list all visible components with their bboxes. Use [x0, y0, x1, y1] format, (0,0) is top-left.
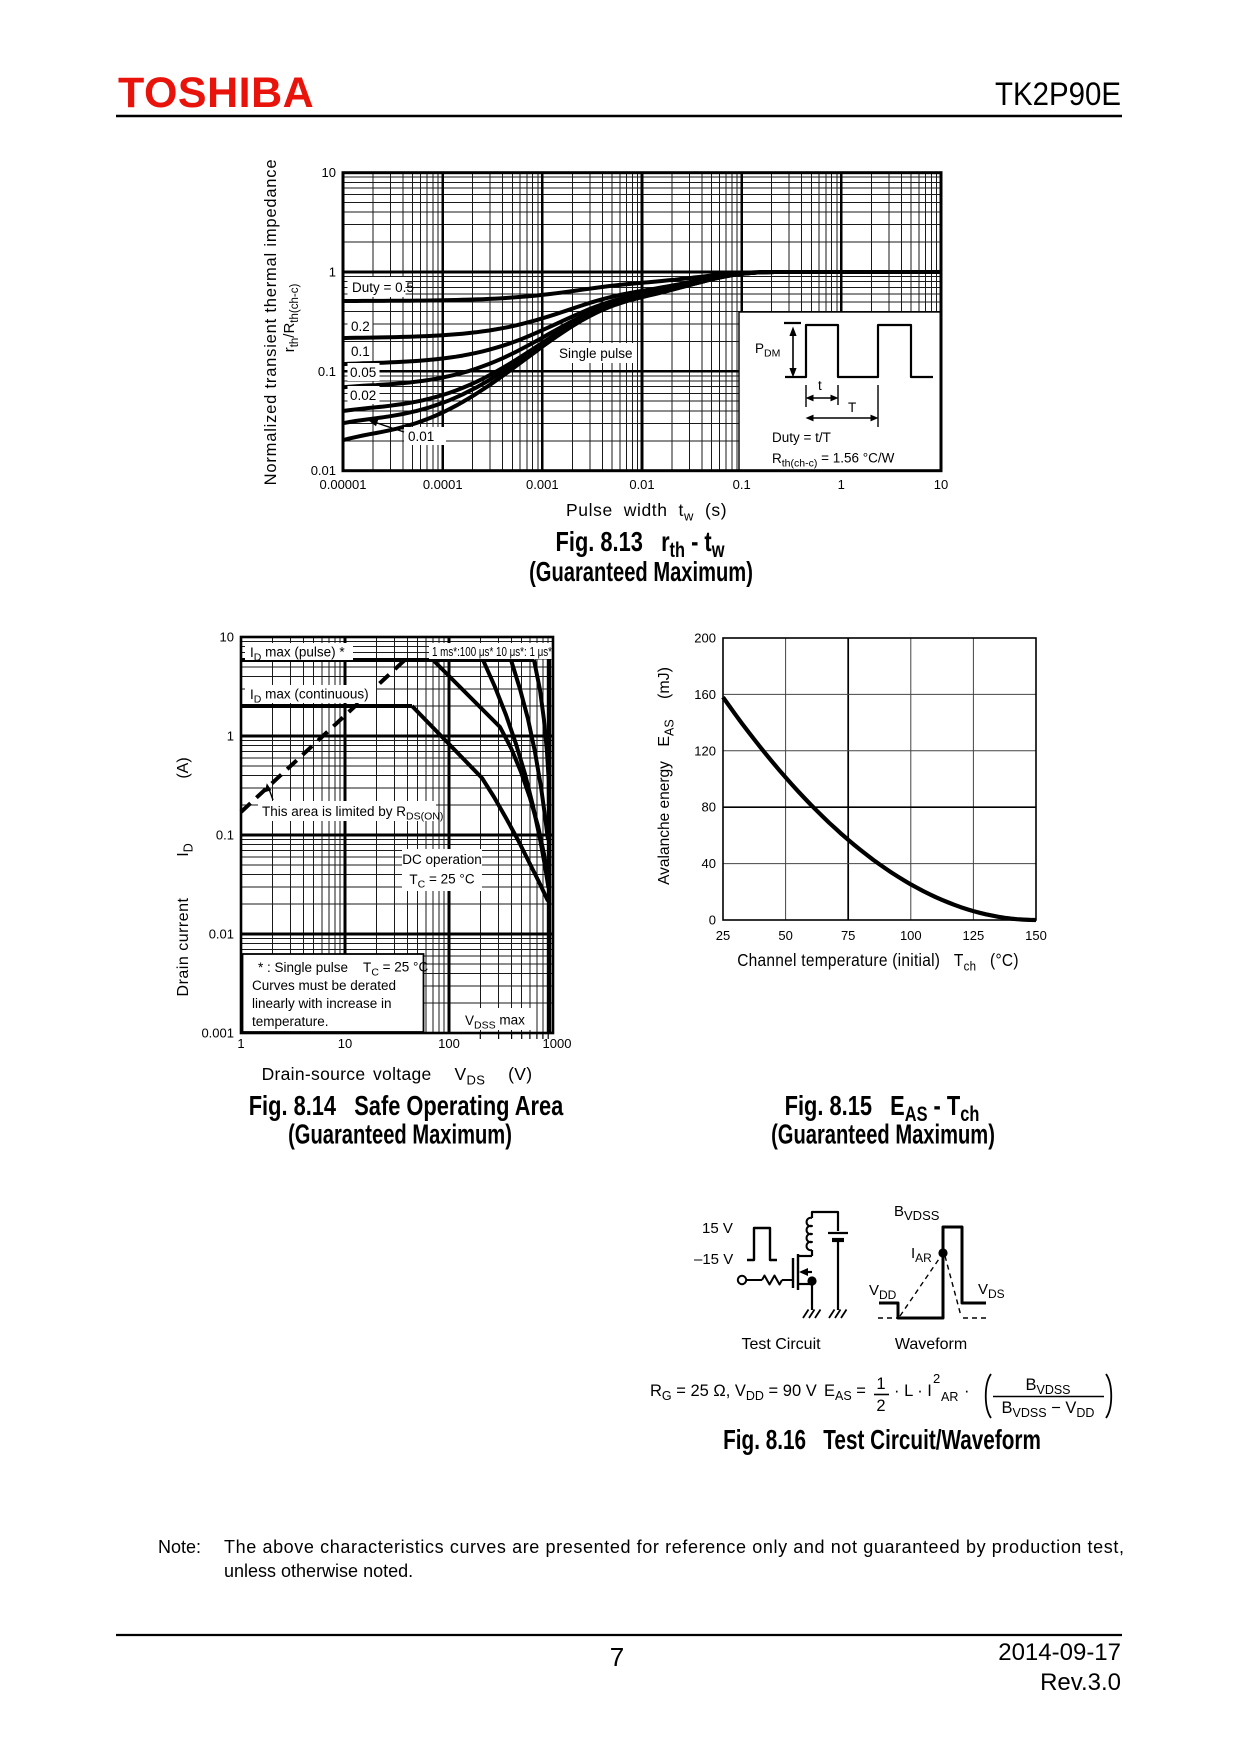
svg-text:Duty = t/T: Duty = t/T: [772, 430, 831, 445]
svg-text:· L · I: · L · I: [894, 1382, 932, 1400]
svg-text:TC = 25 °C: TC = 25 °C: [409, 872, 474, 891]
svg-text:1: 1: [329, 265, 336, 280]
svg-text:0.001: 0.001: [201, 1026, 234, 1041]
svg-text:Rev.3.0: Rev.3.0: [1040, 1669, 1121, 1696]
svg-text:25: 25: [716, 928, 730, 943]
svg-text:10: 10: [338, 1036, 352, 1051]
svg-text:10: 10: [934, 477, 948, 492]
svg-text:10: 10: [322, 165, 336, 180]
svg-text:120: 120: [694, 743, 716, 758]
svg-text:0.1: 0.1: [351, 344, 370, 359]
svg-text:150: 150: [1025, 928, 1047, 943]
svg-text:Duty = 0.5: Duty = 0.5: [352, 280, 414, 295]
svg-text:2: 2: [876, 1397, 885, 1415]
svg-text:1: 1: [838, 477, 845, 492]
svg-text:* : Single pulse TC = 25 °C: * : Single pulse TC = 25 °C: [258, 960, 428, 979]
svg-text:2: 2: [933, 1371, 940, 1386]
svg-text:1: 1: [227, 729, 234, 744]
svg-text:Test Circuit: Test Circuit: [741, 1336, 821, 1353]
svg-text:0.01: 0.01: [209, 927, 234, 942]
svg-text:(Guaranteed Maximum): (Guaranteed Maximum): [288, 1119, 512, 1150]
svg-text:15 V: 15 V: [702, 1220, 733, 1237]
svg-text:0.1: 0.1: [318, 364, 336, 379]
svg-text:Note:: Note:: [158, 1537, 201, 1557]
svg-text:ID max (continuous): ID max (continuous): [250, 687, 369, 706]
svg-text:0.001: 0.001: [526, 477, 559, 492]
svg-text:0: 0: [709, 913, 716, 928]
svg-text:1 ms*:100 μs* 10 μs*: 1 μs*: 1 ms*:100 μs* 10 μs*: 1 μs*: [432, 644, 552, 659]
svg-text:7: 7: [610, 1642, 624, 1672]
svg-text:ID max (pulse) *: ID max (pulse) *: [250, 645, 345, 664]
svg-text:80: 80: [702, 800, 716, 815]
svg-text:Curves must be derated: Curves must be derated: [252, 978, 396, 993]
svg-text:(mJ): (mJ): [656, 667, 673, 699]
svg-text:Fig. 8.15 EAS - Tch: Fig. 8.15 EAS - Tch: [785, 1090, 980, 1125]
svg-text:(Guaranteed Maximum): (Guaranteed Maximum): [771, 1119, 995, 1150]
svg-text:linearly with increase in: linearly with increase in: [252, 996, 392, 1011]
svg-text:0.2: 0.2: [351, 319, 370, 334]
svg-text:0.01: 0.01: [311, 463, 336, 478]
svg-text:Avalanche energy: Avalanche energy: [656, 761, 673, 885]
svg-text:0.01: 0.01: [408, 429, 434, 444]
svg-text:Normalized transient thermal i: Normalized transient thermal impedance: [262, 159, 280, 486]
svg-text:·: ·: [964, 1382, 970, 1400]
svg-text:100: 100: [900, 928, 922, 943]
svg-text:T: T: [848, 400, 856, 415]
svg-text:AR: AR: [941, 1390, 958, 1404]
svg-text:40: 40: [702, 856, 716, 871]
svg-text:0.00001: 0.00001: [320, 477, 367, 492]
svg-text:The above characteristics curv: The above characteristics curves are pre…: [224, 1537, 1124, 1557]
svg-text:(Guaranteed Maximum): (Guaranteed Maximum): [529, 557, 753, 588]
svg-text:Fig. 8.14 Safe Operating Are: Fig. 8.14 Safe Operating Area: [249, 1090, 564, 1121]
svg-text:–15 V: –15 V: [694, 1251, 733, 1268]
svg-text:10: 10: [220, 630, 234, 645]
svg-text:Single pulse: Single pulse: [559, 346, 633, 361]
svg-text:unless otherwise noted.: unless otherwise noted.: [224, 1561, 413, 1581]
svg-text:Drain current: Drain current: [175, 897, 192, 996]
svg-text:TOSHIBA: TOSHIBA: [118, 69, 314, 117]
svg-text:DC operation: DC operation: [402, 852, 482, 867]
svg-text:RG = 25 Ω, VDD = 90 V: RG = 25 Ω, VDD = 90 V: [650, 1382, 817, 1403]
svg-text:0.1: 0.1: [733, 477, 751, 492]
svg-text:TK2P90E: TK2P90E: [995, 76, 1121, 112]
svg-text:200: 200: [694, 631, 716, 646]
svg-text:Channel temperature (initial): Channel temperature (initial) Tch (°C): [737, 950, 1019, 974]
svg-text:1: 1: [237, 1036, 244, 1051]
svg-text:125: 125: [963, 928, 985, 943]
svg-text:0.05: 0.05: [350, 365, 376, 380]
svg-text:t: t: [818, 378, 822, 393]
svg-text:1: 1: [876, 1375, 885, 1393]
svg-text:1000: 1000: [543, 1036, 572, 1051]
svg-text:100: 100: [438, 1036, 460, 1051]
svg-text:(A): (A): [175, 757, 192, 778]
svg-text:temperature.: temperature.: [252, 1014, 329, 1029]
svg-text:This area is limited by RDS(ON: This area is limited by RDS(ON): [262, 804, 443, 823]
svg-text:0.1: 0.1: [216, 828, 234, 843]
svg-text:0.01: 0.01: [629, 477, 654, 492]
svg-text:Drain-source voltage VDS (: Drain-source voltage VDS (V): [262, 1064, 533, 1088]
svg-text:75: 75: [841, 928, 855, 943]
svg-text:Fig. 8.16 Test Circuit/Wavef: Fig. 8.16 Test Circuit/Waveform: [723, 1425, 1041, 1456]
svg-text:Waveform: Waveform: [895, 1336, 967, 1353]
svg-text:BVDSS − VDD: BVDSS − VDD: [1002, 1399, 1095, 1420]
svg-text:160: 160: [694, 687, 716, 702]
svg-text:50: 50: [778, 928, 792, 943]
svg-text:0.0001: 0.0001: [423, 477, 463, 492]
svg-text:Pulse width tw (s): Pulse width tw (s): [566, 500, 727, 524]
svg-text:EAS =: EAS =: [824, 1382, 866, 1403]
svg-text:0.02: 0.02: [350, 388, 376, 403]
svg-text:Fig. 8.13 rth - tw: Fig. 8.13 rth - tw: [556, 526, 725, 561]
svg-text:BVDSS: BVDSS: [894, 1203, 940, 1223]
svg-text:2014-09-17: 2014-09-17: [998, 1639, 1121, 1666]
